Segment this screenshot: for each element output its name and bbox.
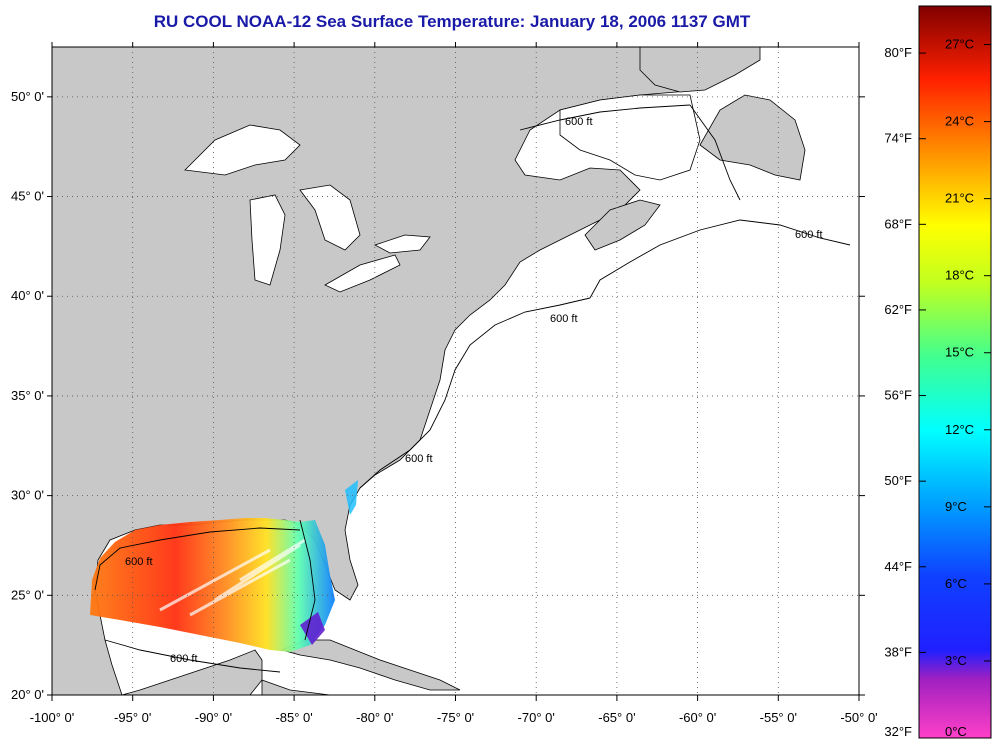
fahrenheit-label: 80°F	[884, 45, 912, 60]
celsius-label: 15°C	[945, 345, 974, 360]
celsius-label: 24°C	[945, 114, 974, 129]
fahrenheit-label: 74°F	[884, 131, 912, 146]
land-mexico-south	[261, 679, 331, 695]
celsius-label: 21°C	[945, 191, 974, 206]
sst-florida-strip	[345, 480, 358, 515]
lon-tick-label: -55° 0'	[760, 710, 797, 725]
land-north-america	[52, 47, 701, 695]
colorbar	[918, 5, 992, 739]
cloud-streaks	[159, 538, 306, 617]
lon-tick-label: -70° 0'	[518, 710, 555, 725]
fahrenheit-label: 44°F	[884, 559, 912, 574]
longitude-axis: -100° 0' -95° 0' -90° 0' -85° 0' -80° 0' -75°…	[30, 42, 878, 725]
land-cuba	[280, 639, 461, 691]
land-newfoundland	[699, 94, 806, 181]
lon-tick-label: -80° 0'	[356, 710, 393, 725]
isobath-label-gulf-west: 600 ft	[125, 556, 153, 568]
celsius-label: 27°C	[945, 37, 974, 52]
lon-tick-label: -95° 0'	[114, 710, 151, 725]
colorbar-fahrenheit-labels: 80°F 74°F 68°F 62°F 56°F 50°F 44°F 38°F 32°F	[884, 45, 926, 739]
lat-tick-label: 25° 0'	[11, 587, 44, 602]
fahrenheit-label: 32°F	[884, 724, 912, 739]
lat-tick-label: 40° 0'	[11, 288, 44, 303]
latitude-axis: 20° 0' 25° 0' 30° 0' 35° 0' 40° 0' 45° 0' 50° …	[11, 89, 865, 702]
land-yucatan	[121, 649, 263, 695]
lake-michigan	[249, 194, 286, 286]
gulf-st-lawrence	[559, 94, 701, 181]
lon-tick-label: -60° 0'	[679, 710, 716, 725]
celsius-label: 3°C	[945, 653, 967, 668]
map-grid	[52, 47, 859, 695]
isobath-contours	[94, 104, 851, 673]
lon-tick-label: -90° 0'	[195, 710, 232, 725]
lat-tick-label: 50° 0'	[11, 89, 44, 104]
lat-tick-label: 30° 0'	[11, 488, 44, 503]
celsius-label: 6°C	[945, 576, 967, 591]
land-nova-scotia	[584, 199, 661, 251]
celsius-label: 9°C	[945, 499, 967, 514]
fahrenheit-label: 56°F	[884, 388, 912, 403]
celsius-label: 0°C	[945, 724, 967, 739]
sst-cold-patch	[300, 612, 325, 645]
lon-tick-label: -100° 0'	[30, 710, 75, 725]
lon-tick-label: -75° 0'	[437, 710, 474, 725]
celsius-label: 12°C	[945, 422, 974, 437]
sst-swath	[90, 518, 335, 652]
lon-tick-label: -65° 0'	[598, 710, 635, 725]
isobath-label-gulf-south: 600 ft	[170, 653, 198, 665]
isobath-label-stlawrence: 600 ft	[565, 116, 593, 128]
map-title: RU COOL NOAA-12 Sea Surface Temperature:…	[153, 12, 751, 31]
lake-ontario	[373, 234, 431, 254]
lake-erie	[324, 254, 401, 293]
lat-tick-label: 45° 0'	[11, 189, 44, 204]
lon-tick-label: -85° 0'	[275, 710, 312, 725]
isobath-label-carolina: 600 ft	[405, 453, 433, 465]
lat-tick-label: 20° 0'	[11, 687, 44, 702]
land-labrador	[639, 47, 761, 93]
fahrenheit-label: 68°F	[884, 216, 912, 231]
lon-tick-label: -50° 0'	[840, 710, 877, 725]
lat-tick-label: 35° 0'	[11, 388, 44, 403]
celsius-label: 18°C	[945, 268, 974, 283]
isobath-label-midatlantic: 600 ft	[550, 313, 578, 325]
fahrenheit-label: 50°F	[884, 473, 912, 488]
colorbar-celsius-labels: 27°C 24°C 21°C 18°C 15°C 12°C 9°C 6°C 3°C 0°C	[945, 37, 991, 739]
isobath-label-grand-banks: 600 ft	[795, 229, 823, 241]
fahrenheit-label: 38°F	[884, 644, 912, 659]
lake-huron	[299, 184, 361, 251]
isobath-labels: 600 ft 600 ft 600 ft 600 ft 600 ft 600 f…	[125, 116, 823, 665]
fahrenheit-label: 62°F	[884, 302, 912, 317]
